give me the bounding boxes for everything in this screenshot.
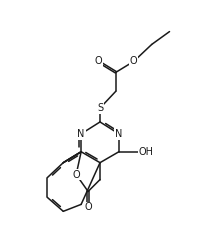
Text: O: O [130,56,137,66]
Text: N: N [115,129,123,139]
Text: S: S [97,103,103,113]
Text: N: N [78,129,85,139]
Text: O: O [84,202,92,212]
Text: OH: OH [139,147,154,157]
Text: O: O [72,170,80,180]
Text: O: O [94,56,102,66]
